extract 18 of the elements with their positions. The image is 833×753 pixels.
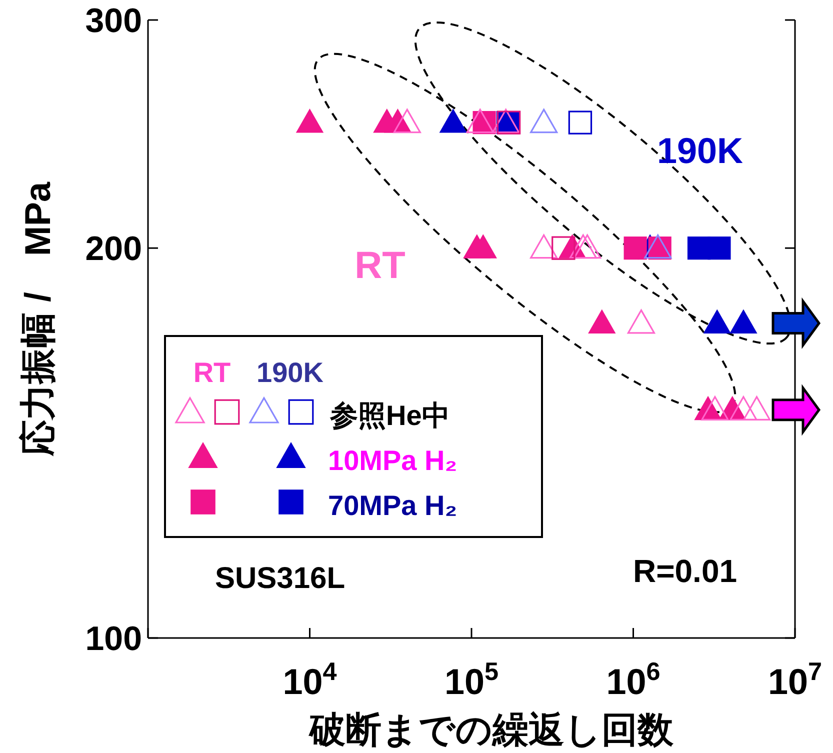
annotation: 190K bbox=[656, 130, 744, 171]
annotation: SUS316L bbox=[214, 562, 346, 595]
x-tick-label: 10$^{7}$ bbox=[768, 658, 822, 702]
annotation: RT bbox=[354, 245, 406, 287]
legend-label: 70MPa H₂ bbox=[328, 490, 458, 521]
x-tick-label: 10$^{6}$ bbox=[606, 658, 660, 702]
annotation: 190K bbox=[256, 357, 324, 388]
x-axis-title: 破断までの繰返し回数 bbox=[308, 709, 674, 750]
legend-label: 参照He中 bbox=[329, 400, 450, 431]
annotation: R=0.01 bbox=[632, 553, 738, 589]
x-tick-label: 10$^{4}$ bbox=[282, 658, 337, 702]
y-axis-title: 応力振幅 / MPa bbox=[17, 181, 58, 458]
y-tick-label: 100 bbox=[85, 620, 142, 658]
annotation: RT bbox=[193, 357, 231, 388]
y-tick-label: 200 bbox=[85, 230, 142, 268]
y-tick-label: 300 bbox=[85, 2, 142, 40]
legend-label: 10MPa H₂ bbox=[328, 445, 458, 476]
x-tick-label: 10$^{5}$ bbox=[444, 658, 499, 702]
